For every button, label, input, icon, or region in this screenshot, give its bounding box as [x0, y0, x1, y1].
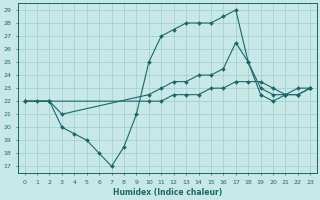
X-axis label: Humidex (Indice chaleur): Humidex (Indice chaleur)	[113, 188, 222, 197]
